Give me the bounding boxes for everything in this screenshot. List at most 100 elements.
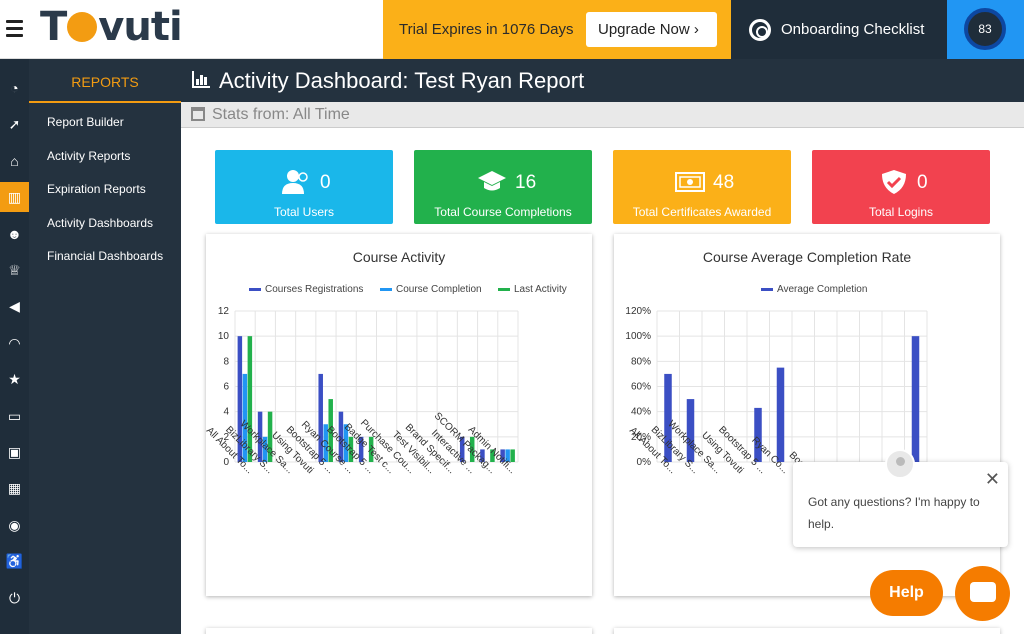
reports-sidebar: REPORTS Report Builder Activity Reports …: [29, 59, 181, 634]
stat-value: 48: [713, 172, 735, 193]
stat-card-total-course-completions[interactable]: 16 Total Course Completions: [414, 150, 592, 224]
y-tick-label: 40%: [631, 407, 651, 418]
rail-star-icon[interactable]: ★: [8, 371, 21, 388]
y-tick-label: 0: [223, 457, 229, 468]
chat-bubble-icon: [970, 582, 996, 602]
chart-title: Course Activity: [352, 249, 446, 265]
stat-label: Total Users: [273, 205, 335, 219]
sidebar-item-financial-dashboards[interactable]: Financial Dashboards: [47, 249, 164, 263]
legend-swatch: [498, 288, 510, 291]
y-tick-label: 0%: [637, 457, 652, 468]
rail-accessibility-icon[interactable]: ♿: [5, 553, 24, 570]
bar: [267, 411, 273, 462]
y-tick-label: 2: [223, 432, 229, 443]
y-tick-label: 10: [218, 331, 230, 342]
course-activity-chart: Courses Registrations Course Completion La…: [206, 284, 567, 476]
chat-message: Got any questions? I'm happy to help.: [808, 495, 980, 531]
onboarding-checklist-label: Onboarding Checklist: [781, 21, 925, 38]
y-tick-label: 4: [223, 407, 229, 418]
certificate-icon: [675, 172, 705, 192]
sidebar-item-activity-dashboards[interactable]: Activity Dashboards: [47, 216, 154, 230]
rail-rss-icon[interactable]: ◠: [8, 334, 21, 351]
chevron-right-icon: ›: [693, 21, 699, 38]
bar: [348, 436, 354, 462]
legend-label: Course Completion: [396, 284, 482, 295]
trial-banner: Trial Expires in 1076 Days Upgrade Now ›: [383, 0, 731, 59]
stat-card-total-certificates-awarded[interactable]: 48 Total Certificates Awarded: [613, 150, 791, 224]
help-button[interactable]: Help: [870, 570, 943, 616]
onboarding-checklist-button[interactable]: Onboarding Checklist: [731, 0, 947, 59]
rail-chat-icon[interactable]: ◉: [8, 516, 21, 533]
score-ring: 83: [964, 8, 1006, 50]
bar: [480, 449, 485, 462]
lower-panel-left: [206, 628, 592, 634]
close-icon[interactable]: ✕: [984, 469, 1000, 489]
rail-bar-chart-icon[interactable]: ▥: [0, 182, 29, 213]
y-tick-label: 6: [223, 382, 229, 393]
bar: [262, 436, 268, 462]
bar: [237, 336, 243, 462]
stat-label: Total Logins: [868, 205, 934, 219]
sidebar-heading: REPORTS: [29, 59, 181, 103]
bar: [469, 436, 475, 462]
stat-card-total-logins[interactable]: 0 Total Logins: [812, 150, 990, 224]
bar: [664, 373, 672, 462]
bar: [776, 367, 785, 462]
bar: [459, 436, 465, 462]
stat-label: Total Certificates Awarded: [632, 205, 772, 219]
rail-rocket-icon[interactable]: ➚: [8, 116, 21, 133]
sidebar-item-expiration-reports[interactable]: Expiration Reports: [47, 182, 146, 196]
stat-value: 0: [917, 172, 928, 193]
legend-swatch: [249, 288, 261, 291]
upgrade-now-button[interactable]: Upgrade Now ›: [586, 12, 717, 47]
onboarding-score[interactable]: 83: [947, 0, 1024, 59]
course-activity-panel: Course Activity Courses Registrations Cou…: [206, 234, 592, 596]
rail-users-icon[interactable]: ☻: [7, 225, 22, 242]
bar: [328, 399, 333, 462]
agent-avatar: [885, 449, 915, 479]
bar: [323, 424, 328, 462]
average-completion-chart: Average Completion 0% 20% 40% 60% 80% 100% 120%…: [625, 284, 928, 476]
rail-dashboard-icon[interactable]: ◔: [10, 80, 19, 96]
chart-title: Course Average Completion Rate: [702, 249, 912, 265]
bar: [510, 449, 515, 462]
y-tick-label: 80%: [631, 356, 651, 367]
stat-card-total-users[interactable]: 0 Total Users: [215, 150, 393, 224]
users-icon: [282, 170, 308, 194]
rail-graduation-cap-icon[interactable]: ⌂: [10, 152, 19, 169]
stat-value: 0: [320, 172, 331, 193]
sidebar-item-activity-reports[interactable]: Activity Reports: [47, 149, 131, 163]
bar: [242, 373, 248, 462]
legend-label: Last Activity: [514, 284, 567, 295]
rail-calendar-icon[interactable]: ▦: [7, 480, 22, 497]
shield-check-icon: [882, 170, 906, 194]
rail-megaphone-icon[interactable]: ◀: [9, 298, 20, 315]
y-tick-label: 12: [218, 306, 230, 317]
y-tick-label: 120%: [625, 306, 651, 317]
hamburger-menu-icon[interactable]: [6, 20, 23, 37]
rail-contact-icon[interactable]: ▣: [7, 444, 22, 460]
bar: [490, 449, 495, 462]
icon-rail: ◔ ➚ ⌂ ▥ ☻ ♕ ◀ ◠ ★ ▭ ▣ ▦ ◉ ♿ ⏻: [0, 59, 29, 634]
bar: [343, 424, 349, 462]
rail-power-icon[interactable]: ⏻: [8, 589, 21, 606]
lower-panel-right: [614, 628, 1000, 634]
life-ring-icon: [749, 19, 771, 41]
bar: [247, 336, 253, 462]
calendar-icon: [191, 107, 205, 121]
bar: [500, 449, 505, 462]
chat-launcher-button[interactable]: [955, 566, 1010, 621]
bar: [318, 373, 323, 462]
y-tick-label: 60%: [631, 382, 651, 393]
bar: [754, 407, 762, 462]
stats-range-label: Stats from: All Time: [212, 106, 350, 123]
rail-trophy-icon[interactable]: ♕: [8, 262, 21, 278]
sidebar-item-report-builder[interactable]: Report Builder: [47, 115, 124, 129]
bar: [505, 449, 510, 462]
trial-expires-text: Trial Expires in 1076 Days: [399, 21, 574, 38]
bar: [257, 411, 263, 462]
upgrade-now-label: Upgrade Now: [598, 21, 690, 38]
rail-credit-card-icon[interactable]: ▭: [7, 407, 22, 424]
